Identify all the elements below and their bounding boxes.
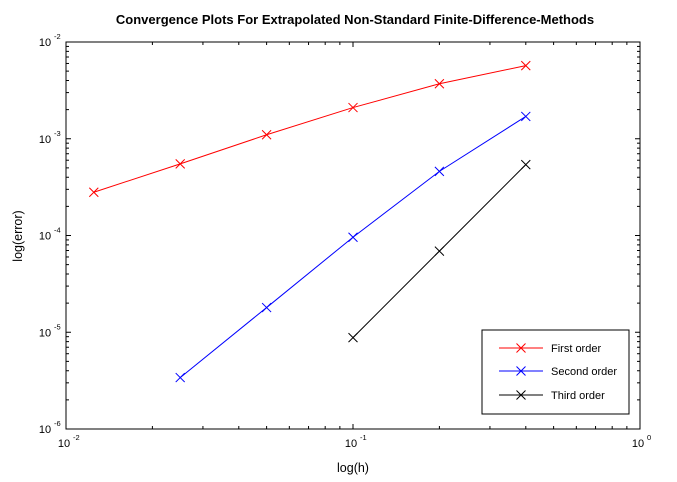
- data-point-marker: [261, 129, 272, 140]
- y-tick-exponent: -4: [54, 226, 61, 235]
- chart-title: Convergence Plots For Extrapolated Non-S…: [116, 12, 594, 27]
- data-point-marker: [520, 111, 531, 122]
- legend-label-2: Second order: [551, 366, 617, 378]
- series-layer: [88, 60, 531, 383]
- data-point-marker: [175, 159, 186, 169]
- y-tick-label: 10: [39, 231, 51, 243]
- y-tick-label: 10: [39, 37, 51, 49]
- x-tick-label: 10: [58, 438, 70, 450]
- legend: First order Second order Third order: [481, 329, 630, 415]
- legend-marker-3: [516, 390, 526, 400]
- legend-box: [481, 329, 630, 415]
- data-point-marker: [434, 246, 445, 256]
- y-tick-label: 10: [39, 424, 51, 436]
- data-point-marker: [261, 302, 272, 313]
- y-tick-exponent: -2: [54, 32, 61, 41]
- legend-label-3: Third order: [551, 390, 605, 402]
- y-axis-label: log(error): [11, 210, 25, 261]
- x-tick-exponent: 0: [647, 433, 651, 442]
- y-tick-exponent: -5: [54, 322, 61, 331]
- legend-label-1: First order: [551, 343, 601, 355]
- x-tick-exponent: -1: [360, 433, 367, 442]
- x-tick-exponent: -2: [73, 433, 80, 442]
- x-tick-label: 10: [345, 438, 357, 450]
- data-point-marker: [348, 332, 358, 343]
- data-point-marker: [175, 372, 186, 383]
- data-point-marker: [520, 159, 531, 170]
- data-point-marker: [434, 166, 445, 177]
- legend-marker-2: [516, 366, 526, 376]
- x-tick-label: 10: [632, 438, 644, 450]
- x-axis-label: log(h): [337, 461, 369, 475]
- y-tick-exponent: -6: [54, 419, 61, 428]
- series-line-1: [93, 65, 526, 193]
- data-point-marker: [348, 232, 358, 243]
- data-point-marker: [434, 78, 445, 89]
- legend-marker-1: [516, 343, 526, 353]
- data-point-marker: [88, 187, 99, 198]
- y-tick-label: 10: [39, 134, 51, 146]
- y-tick-label: 10: [39, 327, 51, 339]
- y-tick-exponent: -3: [54, 129, 61, 138]
- data-point-marker: [348, 102, 358, 113]
- data-point-marker: [520, 60, 531, 71]
